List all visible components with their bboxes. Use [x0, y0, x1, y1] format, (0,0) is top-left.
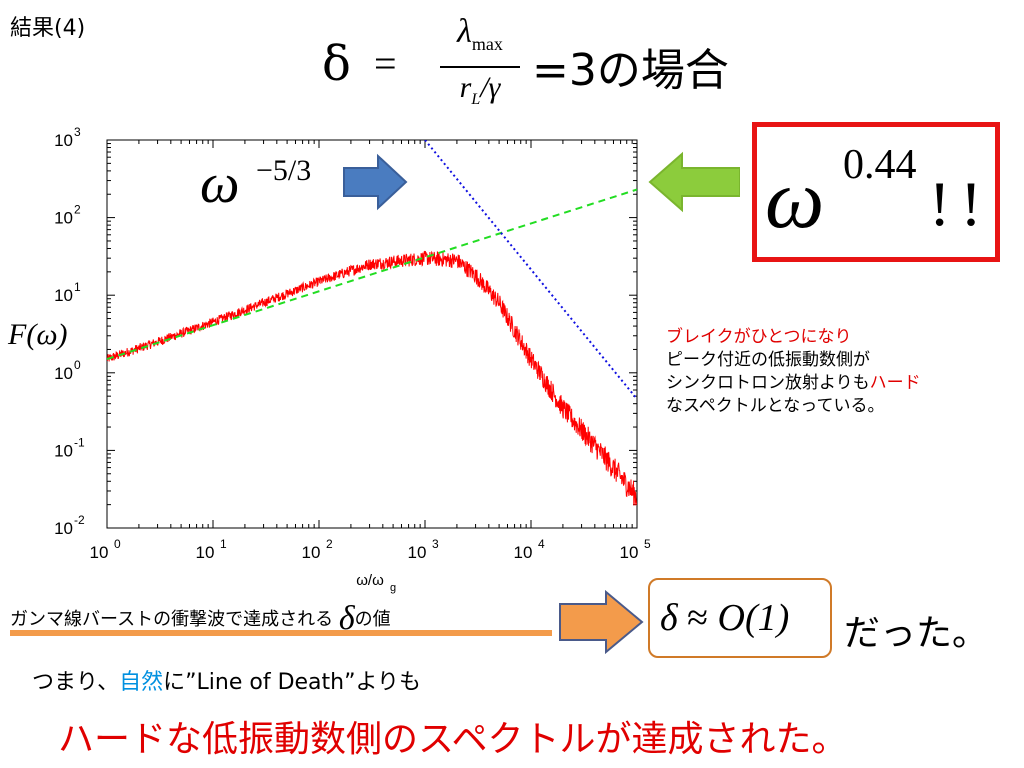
series-green-fit-line	[107, 188, 637, 361]
y-tick-label-exp: -2	[74, 513, 85, 527]
x-tick-label-exp: 0	[114, 537, 121, 551]
omega-callout-base: ω	[765, 153, 825, 246]
note-line-4: なスペクトルとなっている。	[666, 396, 885, 416]
y-tick-label: 10	[54, 519, 73, 538]
formula-equals: =	[374, 41, 397, 86]
result-box: δ ≈ O(1)	[648, 578, 832, 658]
x-tick-label: 10	[408, 543, 427, 562]
gamma-suffix: の値	[354, 609, 391, 630]
x-tick-label-exp: 1	[220, 537, 227, 551]
annotation-exponent: −5/3	[256, 154, 311, 187]
green-arrow-icon	[648, 151, 740, 213]
formula-lambda: λ	[457, 13, 472, 50]
series-blue-fit-line	[424, 140, 637, 400]
note-text: ブレイクがひとつになり ピーク付近の低振動数側が シンクロトロン放射よりもハード…	[666, 326, 921, 418]
x-tick-label-exp: 3	[432, 537, 439, 551]
tsumari-a: つまり、	[32, 670, 120, 695]
formula-delta: δ	[322, 36, 351, 92]
y-tick-label: 10	[54, 131, 73, 150]
gamma-text-main: ガンマ線バーストの衝撃波で達成される	[10, 609, 334, 630]
result-equation: δ ≈ O(1)	[660, 596, 789, 640]
spectrum-chart: 10 0 10 1 10 2 10 3 10 4 10 510 -210 -110 010 110 210 3ω/…	[7, 125, 740, 594]
note-line-1: ブレイクがひとつになり	[666, 327, 852, 347]
y-tick-label: 10	[54, 286, 73, 305]
x-axis-label-sub: g	[390, 582, 396, 594]
series-spectrum-line	[107, 250, 637, 506]
x-tick-label: 10	[514, 543, 533, 562]
x-tick-label: 10	[196, 543, 215, 562]
formula-case: =3の場合	[532, 45, 729, 96]
orange-arrow-icon	[559, 590, 644, 654]
gamma-underline	[10, 630, 552, 636]
y-tick-label-exp: 0	[74, 358, 81, 372]
conclusion-text: ハードな低振動数側のスペクトルが達成された。	[58, 719, 848, 760]
x-tick-label: 10	[620, 543, 639, 562]
y-tick-label: 10	[54, 364, 73, 383]
y-tick-label-exp: 2	[74, 203, 81, 217]
y-tick-label: 10	[54, 209, 73, 228]
y-tick-label-exp: -1	[74, 435, 85, 449]
x-tick-label: 10	[90, 543, 109, 562]
result-value: O(1)	[717, 597, 790, 639]
gamma-delta: δ	[338, 600, 355, 637]
formula-r: r	[459, 70, 472, 104]
blue-arrow-icon	[343, 153, 408, 211]
formula-max: max	[471, 33, 503, 54]
formula-fraction: λmax rL/γ	[440, 12, 520, 118]
tsumari-text: つまり、自然に”Line of Death”よりも	[32, 664, 421, 696]
y-tick-label-exp: 3	[74, 125, 81, 139]
y-tick-label: 10	[54, 441, 73, 460]
x-tick-label-exp: 5	[644, 537, 651, 551]
omega-callout-box: ω 0.44 !!	[752, 122, 1000, 262]
gamma-ray-text: ガンマ線バーストの衝撃波で達成される δの値	[10, 600, 391, 638]
x-tick-label-exp: 2	[326, 537, 333, 551]
omega-callout-exclaim: !!	[929, 168, 992, 239]
x-tick-label-exp: 4	[538, 537, 545, 551]
result-delta: δ	[660, 597, 678, 639]
result-approx: ≈	[687, 597, 709, 639]
omega-callout-exponent: 0.44	[843, 142, 917, 188]
x-tick-label: 10	[302, 543, 321, 562]
y-axis-label: F(ω)	[7, 318, 68, 351]
tsumari-c: に”Line of Death”よりも	[163, 670, 422, 695]
slide-title: 結果(4)	[10, 16, 86, 41]
x-axis-label: ω/ω	[356, 572, 384, 589]
formula-gamma: /γ	[480, 70, 501, 104]
y-tick-label-exp: 1	[74, 280, 81, 294]
formula-L: L	[471, 90, 481, 108]
datta-text: だった。	[844, 613, 989, 654]
plot-frame	[106, 139, 638, 529]
note-line-3b: ハード	[869, 373, 921, 393]
tsumari-b: 自然	[119, 670, 164, 695]
note-line-2: ピーク付近の低振動数側が	[666, 350, 870, 370]
note-line-3a: シンクロトロン放射よりも	[666, 373, 870, 393]
annotation-omega: ω	[200, 153, 240, 215]
